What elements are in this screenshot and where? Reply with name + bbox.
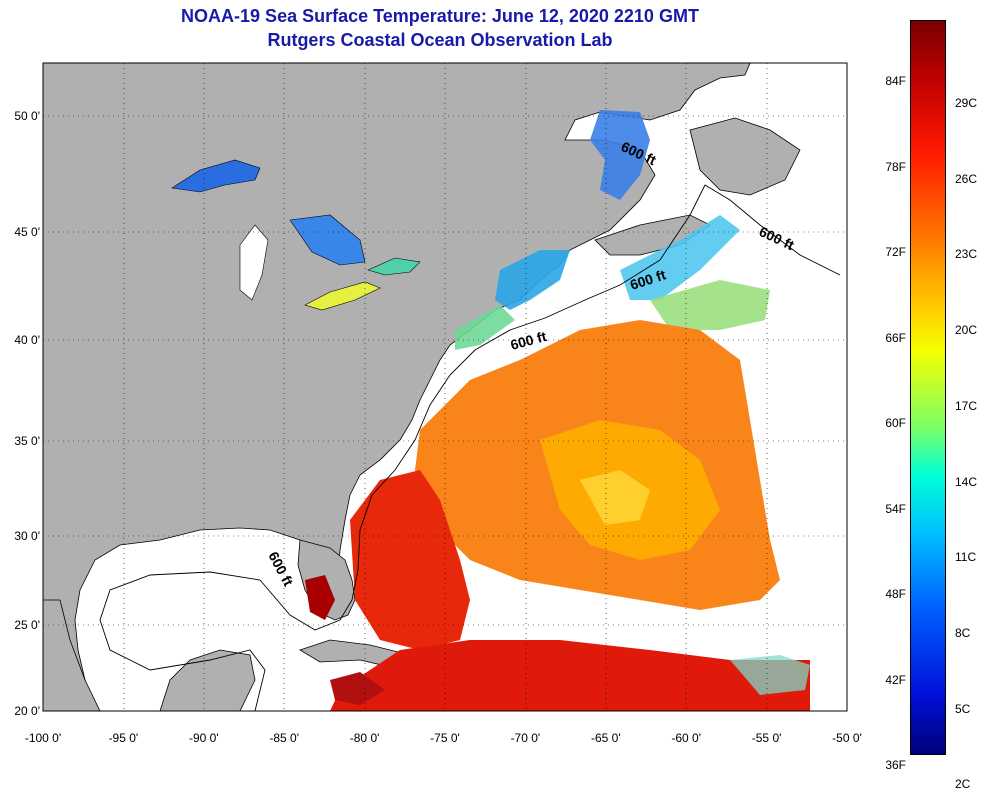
sst-florida-darkred [305, 575, 335, 620]
sst-shelf-green [455, 305, 515, 350]
lat-tick-label: 50 0' [14, 109, 40, 123]
lake-ontario [367, 257, 421, 276]
colorbar-fahrenheit-label: 72F [885, 245, 906, 259]
lake-michigan [239, 224, 269, 301]
lat-tick-label: 25 0' [14, 618, 40, 632]
land-north-america [43, 63, 751, 711]
sst-warm-yellow [580, 470, 650, 525]
map-subtitle: Rutgers Coastal Ocean Observation Lab [267, 30, 613, 50]
sst-slope-green [650, 280, 770, 330]
colorbar-celsius-label: 17C [955, 398, 978, 413]
sst-gulf-darkred [330, 672, 385, 705]
colorbar-celsius-label: 29C [955, 96, 978, 110]
land-mexico [43, 599, 256, 711]
lat-tick-label: 30 0' [14, 529, 40, 543]
sst-offshore-mixed [730, 655, 810, 695]
longitude-ticks: -100 0' -95 0' -90 0' -85 0' -80 0' -75 0' -70… [25, 731, 862, 745]
colorbar-celsius-label: 2C [955, 777, 971, 791]
lake-superior [171, 159, 261, 193]
colorbar-fahrenheit-label: 78F [885, 159, 906, 174]
colorbar-celsius-label: 11C [955, 550, 977, 565]
colorbar-celsius-label: 20C [955, 323, 978, 338]
lon-tick-label: -75 0' [430, 731, 460, 745]
colorbar-celsius-label: 14C [955, 474, 978, 489]
lon-tick-label: -80 0' [350, 731, 380, 745]
map-title: NOAA-19 Sea Surface Temperature: June 12… [181, 6, 699, 26]
graticule [43, 63, 847, 711]
colorbar-celsius-label: 5C [955, 701, 971, 716]
lat-tick-label: 45 0' [14, 225, 40, 239]
isobath-600ft-line [99, 184, 841, 711]
sst-map: 600 ft 600 ft 600 ft 600 ft 600 ft 50 0'… [14, 62, 862, 745]
colorbar-fahrenheit-label: 60F [885, 416, 906, 430]
lon-tick-label: -85 0' [269, 731, 299, 745]
lon-tick-label: -55 0' [752, 731, 782, 745]
lon-tick-label: -60 0' [671, 731, 701, 745]
lat-tick-label: 40 0' [14, 333, 40, 347]
colorbar-celsius-label: 23C [955, 247, 978, 262]
sst-gulf-maine [495, 250, 570, 310]
lake-erie [304, 281, 381, 311]
land-newfoundland [689, 117, 801, 196]
colorbar-fahrenheit-label: 42F [885, 672, 906, 687]
lat-tick-label: 35 0' [14, 434, 40, 448]
colorbar-fahrenheit-label: 84F [885, 74, 906, 88]
sst-gulf-stlawrence [590, 110, 650, 200]
sst-caribbean-red [330, 640, 810, 711]
sst-gulf-stream-red [350, 470, 470, 650]
lake-huron [289, 214, 366, 266]
colorbar-fahrenheit-label: 66F [885, 330, 906, 345]
lon-tick-label: -95 0' [109, 731, 139, 745]
colorbar-fahrenheit-label: 36F [885, 758, 906, 772]
lon-tick-label: -70 0' [511, 731, 541, 745]
colorbar-celsius-label: 8C [955, 625, 971, 640]
temperature-colorbar [910, 20, 946, 755]
lat-tick-label: 20 0' [14, 704, 40, 718]
lon-tick-label: -100 0' [25, 731, 61, 745]
lon-tick-label: -65 0' [591, 731, 621, 745]
lon-tick-label: -90 0' [189, 731, 219, 745]
colorbar-fahrenheit-label: 48F [885, 587, 906, 601]
latitude-ticks: 50 0' 45 0' 40 0' 35 0' 30 0' 25 0' 20 0' [14, 109, 40, 718]
sst-scotian-shelf [620, 215, 740, 300]
lon-tick-label: -50 0' [832, 731, 862, 745]
colorbar-celsius-label: 26C [955, 171, 978, 186]
colorbar-fahrenheit-label: 54F [885, 501, 906, 516]
